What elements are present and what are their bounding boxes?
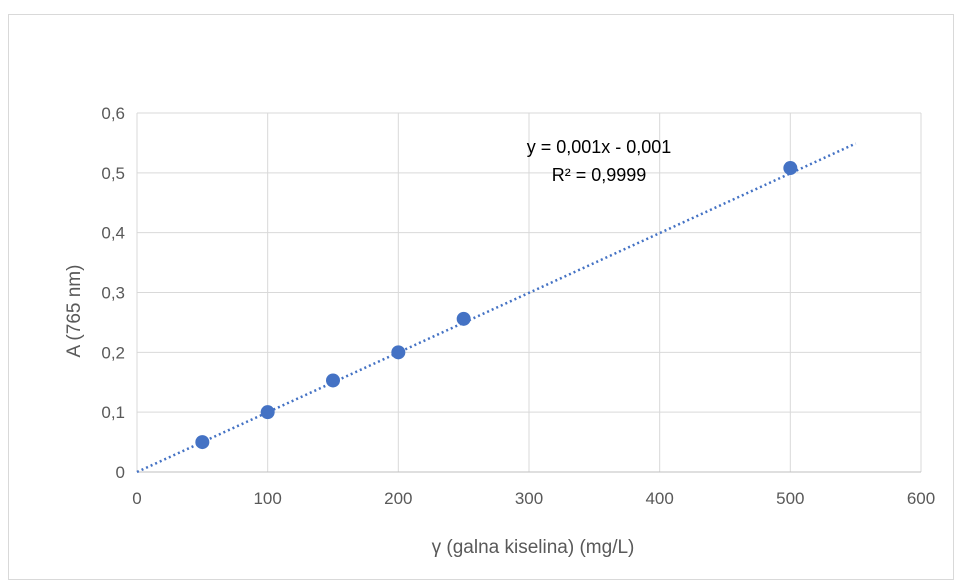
x-tick-label-2: 200 xyxy=(384,489,412,508)
data-point-0-4 xyxy=(456,311,471,326)
x-tick-label-0: 0 xyxy=(132,489,141,508)
data-point-0-0 xyxy=(195,435,210,450)
x-tick-labels: 0 100 200 300 400 500 600 xyxy=(132,489,935,508)
x-tick-label-6: 600 xyxy=(907,489,935,508)
x-tick-label-4: 400 xyxy=(645,489,673,508)
y-tick-label-3: 0,3 xyxy=(101,284,125,303)
x-tick-label-1: 100 xyxy=(253,489,281,508)
y-tick-label-2: 0,2 xyxy=(101,343,125,362)
x-tick-label-5: 500 xyxy=(776,489,804,508)
y-tick-label-1: 0,1 xyxy=(101,403,125,422)
y-axis-title: A (765 nm) xyxy=(64,265,85,358)
chart-frame: 0 0,1 0,2 0,3 0,4 0,5 0,6 0 100 200 300 400 500 600 … xyxy=(8,14,954,580)
scatter-chart: 00,10,20,30,40,50,6 0 100 200 300 400 500 600 … xyxy=(64,104,935,558)
x-tick-label-3: 300 xyxy=(515,489,543,508)
data-point-0-3 xyxy=(391,345,406,360)
y-tick-label-0: 0 xyxy=(116,463,125,482)
y-tick-label-6: 0,6 xyxy=(101,104,125,123)
trendline xyxy=(136,142,857,474)
data-points xyxy=(195,161,798,450)
y-tick-label-4: 0,4 xyxy=(101,224,125,243)
data-point-0-1 xyxy=(260,405,275,420)
y-tick-labels: 0 0,1 0,2 0,3 0,4 0,5 0,6 xyxy=(101,104,125,482)
trendline-path xyxy=(136,142,857,474)
x-axis-title: γ (galna kiselina) (mg/L) xyxy=(432,537,635,558)
trendline-r-squared: R² = 0,9999 xyxy=(552,165,647,185)
trendline-equation: y = 0,001x - 0,001 xyxy=(527,137,672,157)
data-point-0-5 xyxy=(783,161,798,176)
y-tick-label-5: 0,5 xyxy=(101,164,125,183)
data-point-0-2 xyxy=(326,373,340,388)
